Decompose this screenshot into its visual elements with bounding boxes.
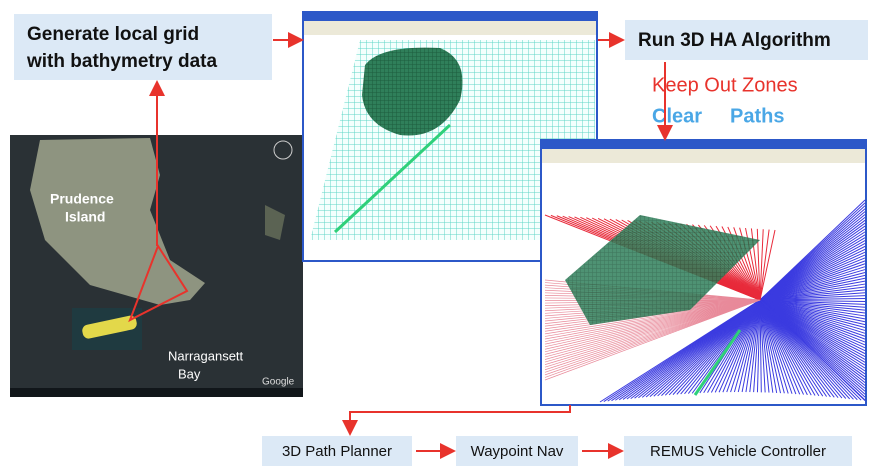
red-ray [544,299,761,337]
blue-ray [737,299,761,393]
blue-ray [759,299,866,401]
red-ray [759,229,770,301]
legend-paths: Paths [730,105,784,127]
blue-ray [722,299,761,393]
blue-ray [759,299,797,395]
red-ray [759,229,764,301]
paths-window [540,139,867,406]
map-label: Island [65,209,105,225]
red-ray [544,299,761,365]
header-line: Generate local grid [27,24,199,45]
red-ray [544,299,761,371]
blue-ray [759,299,770,393]
blue-ray [759,299,774,393]
pipeline-label: REMUS Vehicle Controller [650,443,826,460]
pipeline-box [456,436,578,466]
blue-ray [741,299,761,393]
header-box [14,14,272,80]
red-ray [544,299,761,345]
blue-ray [726,299,761,393]
red-ray [544,299,761,342]
header-line: with bathymetry data [26,51,217,72]
pipeline-label: 3D Path Planner [282,443,392,460]
red-ray [544,299,761,381]
pipeline-label: Waypoint Nav [471,443,564,460]
blue-ray [745,299,761,393]
clear-path [693,329,742,396]
blue-ray [710,299,761,393]
red-ray [544,299,761,332]
algorithm-box [625,20,868,60]
blue-ray [759,299,785,394]
blue-ray [707,299,761,393]
blue-ray [759,299,816,396]
arrows [149,32,673,459]
blue-ray [759,299,801,395]
red-ray [759,229,776,301]
map-label: Narragansett [168,348,244,363]
red-ray [544,299,761,355]
red-ray [544,299,761,340]
blue-ray [714,299,761,393]
red-ray [544,299,761,353]
red-ray [544,299,761,373]
map-credit: Google [262,377,295,388]
blue-ray [759,299,793,394]
legend-clear: Clear [652,105,702,127]
grid-window [302,11,598,262]
blue-ray [759,299,781,394]
red-ray [544,299,761,363]
blue-ray [703,299,761,394]
legend-keep-out: Keep Out Zones [652,74,798,96]
red-ray [544,299,761,360]
red-ray [544,299,761,358]
blue-ray [759,299,778,393]
pipeline-box [262,436,412,466]
map-label: Prudence [50,191,114,207]
red-ray [544,299,761,348]
blue-ray [759,299,812,396]
blue-ray [759,299,762,393]
red-ray [544,299,761,376]
blue-ray [759,299,805,395]
pipeline-box [624,436,852,466]
blue-ray [759,299,808,396]
blue-ray [691,299,761,394]
red-ray [544,299,761,350]
blue-ray [718,299,761,393]
blue-ray [759,299,766,393]
red-ray [544,299,761,335]
blue-ray [733,299,761,393]
blue-ray [759,299,789,394]
red-ray [544,299,761,378]
map-label: Bay [178,366,201,381]
keep-out-zone [565,215,760,325]
algorithm-label: Run 3D HA Algorithm [638,30,831,51]
blue-ray [749,299,761,393]
blue-ray [730,299,761,393]
blue-ray [753,299,761,393]
blue-ray [756,299,761,393]
blue-ray [759,299,820,397]
red-ray [544,299,761,368]
